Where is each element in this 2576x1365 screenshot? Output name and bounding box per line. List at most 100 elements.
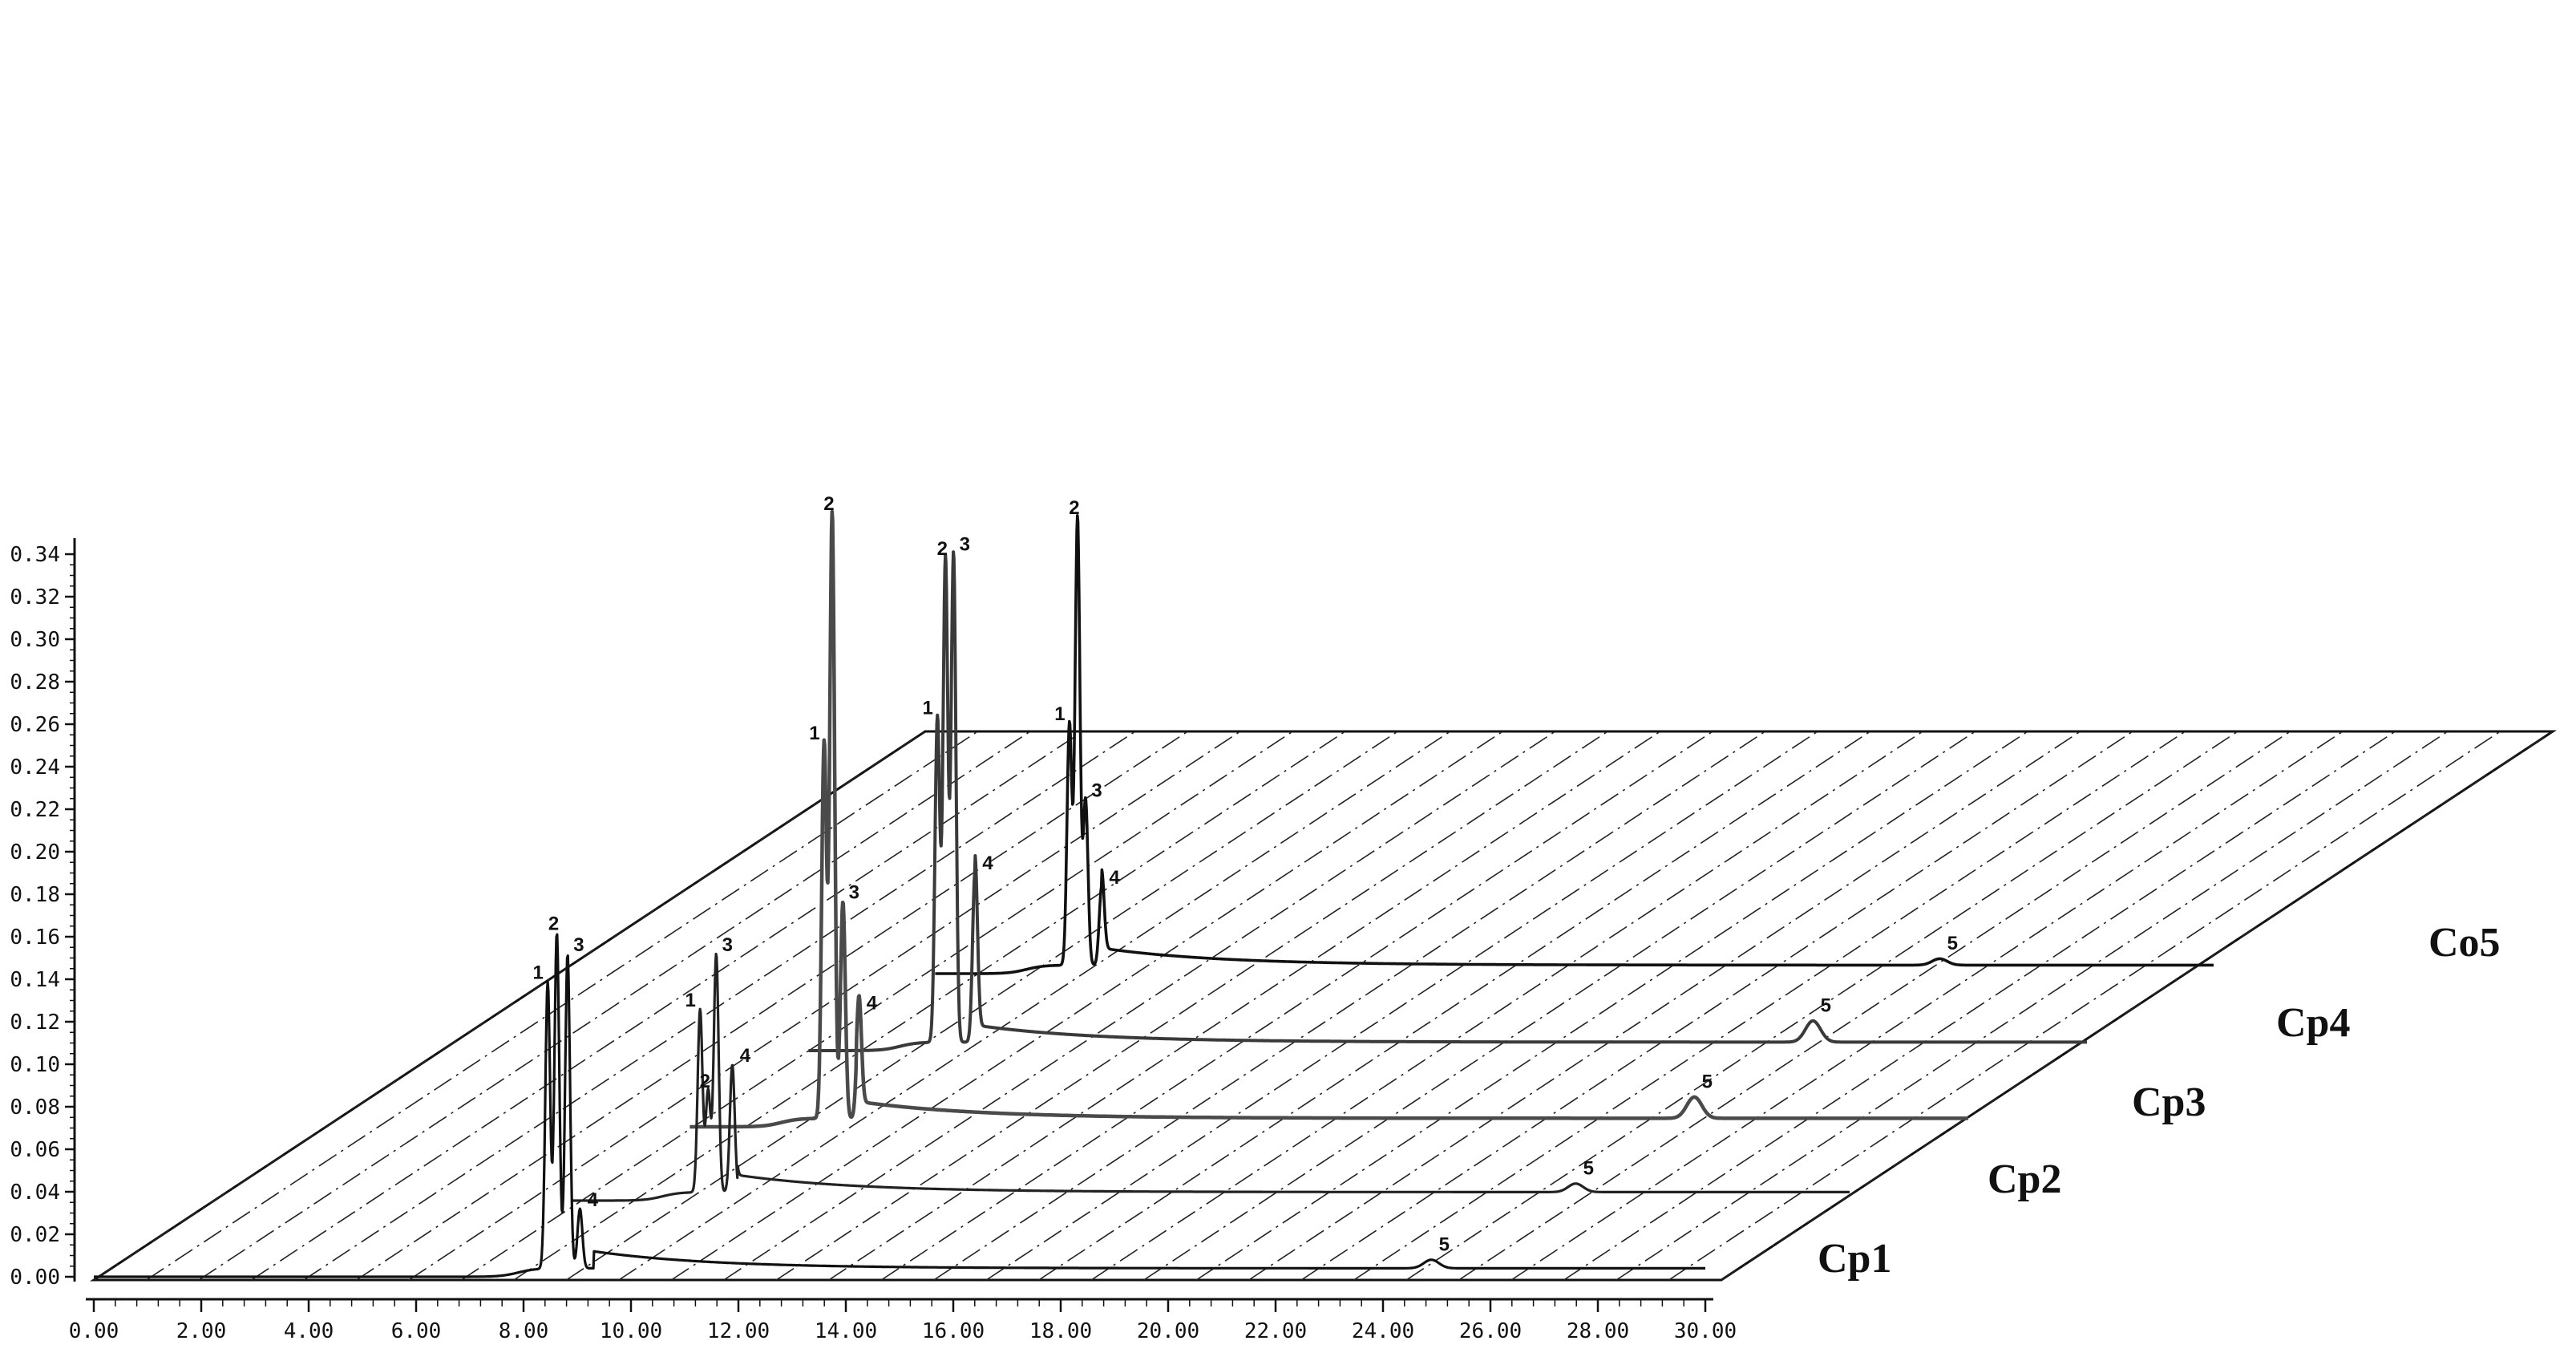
series-label-cp2: Cp2	[1988, 1156, 2061, 1202]
floor-grid-line	[1458, 731, 2291, 1281]
floor-grid-line	[355, 731, 1188, 1281]
x-tick-label: 16.00	[922, 1319, 985, 1343]
trace-cp4	[807, 550, 2089, 1052]
floor-grid-line	[1405, 731, 2238, 1281]
peak-label: 1	[923, 698, 933, 719]
floor-grid-line	[513, 731, 1346, 1281]
floor-grid-line	[146, 731, 978, 1281]
floor-grid-line	[198, 731, 1031, 1281]
peak-label: 5	[1583, 1157, 1594, 1179]
peak-label: 2	[1069, 497, 1079, 519]
floor-grid-line	[775, 731, 1608, 1281]
x-tick-label: 28.00	[1567, 1319, 1629, 1343]
peak-label: 5	[1947, 933, 1958, 954]
y-tick-label: 0.08	[10, 1096, 60, 1120]
floor-grid-line	[1143, 731, 1976, 1281]
x-tick-label: 24.00	[1352, 1319, 1414, 1343]
y-tick-label: 0.10	[10, 1053, 60, 1077]
series-label-cp4: Cp4	[2276, 1000, 2350, 1046]
series-label-cp3: Cp3	[2132, 1079, 2206, 1125]
x-tick-label: 6.00	[391, 1319, 442, 1343]
peak-label: 4	[740, 1045, 751, 1067]
peak-label: 2	[823, 493, 834, 515]
floor-grid-line	[1510, 731, 2343, 1281]
floor-grid	[90, 730, 2557, 1282]
trace-cp3	[688, 509, 1970, 1129]
floor-grid-line	[985, 731, 1818, 1281]
peak-label: 2	[937, 538, 948, 560]
y-tick-label: 0.34	[10, 543, 60, 567]
y-tick-label: 0.14	[10, 968, 60, 992]
x-tick-label: 26.00	[1459, 1319, 1522, 1343]
y-tick-label: 0.18	[10, 883, 60, 907]
y-tick-label: 0.00	[10, 1266, 60, 1290]
trace-cp1	[93, 933, 1706, 1278]
y-tick-label: 0.20	[10, 840, 60, 865]
floor-grid-line	[1248, 731, 2081, 1281]
floor-grid-line	[723, 731, 1556, 1281]
y-tick-label: 0.26	[10, 713, 60, 737]
floor-outline	[90, 730, 2557, 1282]
peak-label: 1	[685, 990, 696, 1011]
peak-label: 3	[573, 934, 584, 956]
floor-grid-line	[933, 731, 1766, 1281]
peak-label: 3	[722, 934, 733, 956]
floor-grid-line	[1563, 731, 2396, 1281]
trace-co5	[934, 514, 2215, 975]
y-tick-label: 0.32	[10, 585, 60, 610]
peak-label: 3	[849, 882, 859, 904]
y-tick-label: 0.02	[10, 1223, 60, 1247]
peak-label: 5	[1702, 1071, 1713, 1093]
floor-grid-line	[618, 731, 1451, 1281]
floor-grid-line	[251, 731, 1083, 1281]
traces	[93, 509, 2215, 1278]
floor-grid-line	[1353, 731, 2186, 1281]
floor-grid-line	[93, 731, 926, 1281]
x-tick-label: 10.00	[600, 1319, 662, 1343]
peak-label: 5	[1821, 995, 1831, 1017]
peak-label: 3	[1091, 780, 1102, 801]
peak-label: 1	[1054, 703, 1065, 725]
x-tick-label: 0.00	[69, 1319, 119, 1343]
peak-label: 1	[809, 723, 819, 744]
y-tick-label: 0.22	[10, 798, 60, 822]
axes: 0.00 0.02 0.04 0.06 0.08 0.10 0.12 0.14 0.16 0.18…	[10, 538, 1737, 1343]
floor-grid-line	[1038, 731, 1871, 1281]
y-tick-label: 0.30	[10, 628, 60, 652]
trace-cp2	[570, 952, 1850, 1202]
floor-grid-line	[303, 731, 1136, 1281]
peak-label: 4	[867, 993, 878, 1015]
peak-label: 4	[1109, 867, 1120, 889]
peak-label: 3	[960, 534, 970, 556]
y-tick-label: 0.16	[10, 926, 60, 950]
x-tick-label: 22.00	[1244, 1319, 1307, 1343]
series-label-cp1: Cp1	[1818, 1236, 1891, 1282]
y-tick-label: 0.28	[10, 670, 60, 695]
x-tick-label: 2.00	[176, 1319, 227, 1343]
floor-grid-line	[1090, 731, 1923, 1281]
peak-label: 2	[548, 913, 559, 934]
y-tick-label: 0.12	[10, 1011, 60, 1035]
x-tick-label: 8.00	[499, 1319, 549, 1343]
x-tick-label: 12.00	[707, 1319, 770, 1343]
x-tick-label: 20.00	[1137, 1319, 1199, 1343]
y-tick-label: 0.04	[10, 1181, 60, 1205]
floor-grid-line	[880, 731, 1713, 1281]
floor-grid-line	[1721, 731, 2554, 1281]
series-label-co5: Co5	[2428, 920, 2501, 966]
y-tick-label: 0.06	[10, 1138, 60, 1162]
floor-grid-line	[1616, 731, 2449, 1281]
peak-label: 4	[982, 853, 993, 874]
x-tick-label: 14.00	[815, 1319, 877, 1343]
x-tick-label: 30.00	[1674, 1319, 1737, 1343]
peak-label: 2	[700, 1071, 710, 1092]
x-tick-label: 4.00	[284, 1319, 334, 1343]
floor-grid-line	[460, 731, 1293, 1281]
peak-label: 5	[1439, 1233, 1450, 1255]
x-tick-label: 18.00	[1029, 1319, 1092, 1343]
peak-label: 1	[532, 962, 543, 983]
floor-grid-line	[1300, 731, 2133, 1281]
floor-grid-line	[565, 731, 1398, 1281]
